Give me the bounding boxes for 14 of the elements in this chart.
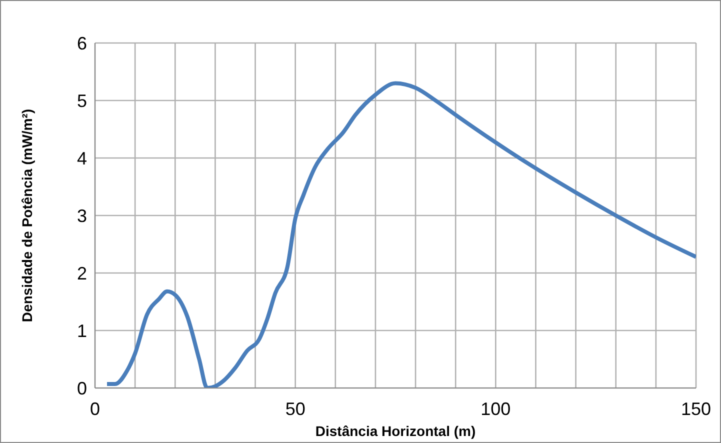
y-axis-title: Densidade de Potência (mW/m²) (18, 108, 35, 322)
y-tick-label: 3 (76, 206, 87, 226)
x-axis-title: Distância Horizontal (m) (315, 423, 476, 439)
x-tick-label: 150 (680, 398, 712, 419)
x-tick-label: 100 (480, 398, 511, 419)
x-tick-label: 0 (90, 398, 100, 419)
y-tick-label: 2 (76, 263, 87, 284)
y-tick-label: 4 (76, 148, 87, 168)
y-tick-label: 5 (76, 90, 87, 111)
line-series (105, 81, 696, 388)
y-tick-label: 6 (76, 33, 87, 54)
y-tick-label: 1 (76, 320, 87, 341)
x-tick-label: 50 (285, 398, 306, 419)
y-tick-label: 0 (76, 378, 87, 398)
